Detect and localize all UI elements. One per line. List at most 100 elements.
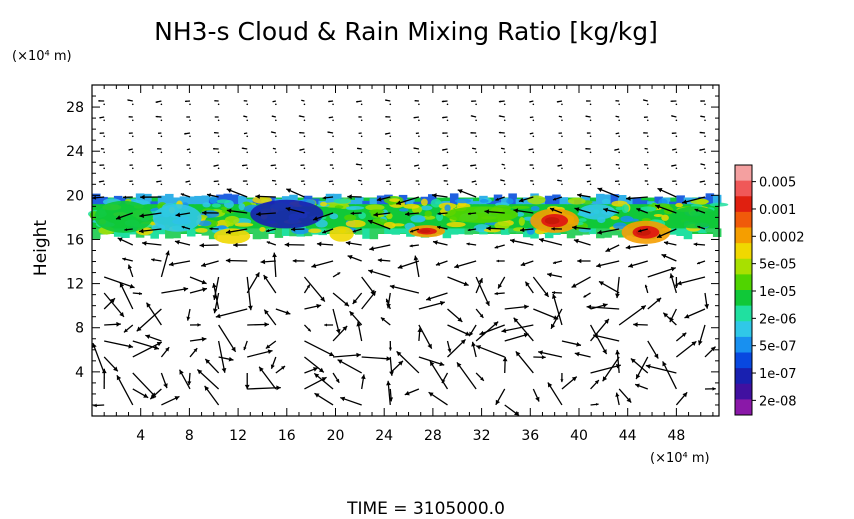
wind-vector-head [469, 331, 474, 337]
wind-vector-head [672, 180, 674, 182]
wind-vector-head [397, 264, 403, 269]
cloud-edge-bottom [354, 228, 364, 235]
wind-vector-head [470, 164, 473, 167]
wind-vector-head [347, 255, 353, 260]
wind-vector-head [558, 148, 560, 150]
wind-vector-head [645, 364, 651, 369]
wind-vector-head [413, 255, 419, 261]
wind-vector-head [241, 147, 244, 150]
colorbar-band [735, 321, 752, 338]
wind-vector-dot [189, 183, 191, 186]
cloud-edge-top [544, 195, 554, 205]
cloud-texture-blob [320, 201, 327, 207]
wind-vector-head [179, 369, 184, 375]
wind-vector-dot [446, 135, 449, 138]
wind-vector-dot [561, 167, 563, 170]
wind-vector-dot [217, 151, 220, 154]
colorbar-label: 1e-07 [759, 367, 797, 382]
wind-vector-head [699, 180, 702, 183]
colorbar-band [735, 352, 752, 369]
wind-vector-head [180, 193, 185, 197]
wind-vector-head [266, 228, 270, 233]
wind-vector-dot [418, 183, 420, 186]
x-tick-label: 44 [619, 428, 637, 444]
wind-vector-head [413, 147, 416, 150]
wind-vector-head [510, 238, 515, 244]
wind-vector-dot [160, 151, 163, 154]
wind-vector-head [136, 326, 142, 332]
wind-vector [119, 282, 134, 310]
wind-vector [592, 334, 620, 342]
wind-vector-head [143, 393, 149, 398]
wind-vector-head [466, 242, 470, 246]
wind-vector-head [547, 382, 553, 388]
colorbar-label: 5e-05 [759, 258, 797, 273]
wind-vector-head [349, 311, 355, 317]
cloud-edge-top [92, 193, 101, 205]
wind-vector-head [337, 359, 343, 364]
wind-vector-head [376, 197, 382, 202]
wind-vector-head [389, 371, 394, 376]
wind-vector-dot [675, 167, 678, 170]
wind-vector-dot [103, 151, 105, 154]
wind-vector-head [699, 131, 702, 134]
wind-vector-dot [332, 119, 334, 122]
wind-vector-dot [246, 103, 249, 106]
wind-vector-head [352, 229, 356, 233]
cloud-edge-top [201, 195, 211, 205]
wind-vector-head [520, 261, 526, 267]
wind-vector-dot [618, 103, 620, 106]
wind-vector-head [677, 280, 682, 286]
cloud-texture-blob [675, 202, 683, 208]
wind-vector-dot [360, 151, 363, 154]
cloud-edge-bottom [172, 228, 181, 239]
wind-vector-head [329, 164, 331, 166]
wind-vector-head [165, 250, 170, 256]
cloud-edge-bottom [683, 228, 693, 240]
wind-vector-dot [189, 135, 191, 138]
wind-vector-head [644, 180, 646, 182]
wind-vector [418, 324, 433, 350]
cloud-edge-top [449, 193, 459, 205]
cloud-edge-bottom [186, 228, 196, 237]
wind-vector-head [456, 362, 462, 368]
wind-vector-head [154, 345, 159, 350]
cloud-edge-bottom [274, 228, 284, 238]
cloud-texture-blob [620, 215, 634, 223]
wind-vector-head [272, 101, 274, 103]
wind-vector [547, 382, 563, 406]
wind-vector-dot [589, 135, 592, 138]
wind-vector-head [345, 240, 351, 246]
wind-vector-head [337, 272, 341, 276]
wind-vector-head [498, 131, 501, 134]
wind-vector-head [671, 164, 673, 167]
wind-vector-dot [189, 151, 191, 154]
wind-vector-head [470, 115, 473, 118]
wind-vector-head [494, 291, 498, 296]
cloud-edge-top [362, 200, 371, 205]
wind-vector-head [638, 229, 642, 233]
wind-vector-head [209, 227, 213, 231]
wind-vector-head [576, 342, 581, 347]
y-tick-label: 28 [66, 100, 84, 116]
wind-vector-head [146, 302, 151, 308]
wind-vector-head [470, 131, 473, 134]
x-tick-label: 36 [521, 428, 539, 444]
wind-vector-head [476, 345, 482, 350]
cloud-edge-bottom [318, 228, 327, 236]
colorbar-band [735, 258, 752, 275]
cloud-edge-top [654, 196, 663, 205]
wind-vector-head [479, 330, 485, 336]
wind-vector-head [604, 318, 609, 324]
wind-vector-head [558, 115, 560, 117]
wind-vector-dot [160, 167, 163, 170]
wind-vector-head [358, 179, 360, 182]
wind-vector [92, 342, 105, 374]
wind-vector-head [243, 346, 247, 351]
cloud-edge-top [610, 194, 620, 205]
wind-vector-head [291, 227, 296, 232]
cloud-texture-blob [661, 214, 669, 221]
wind-vector-head [630, 358, 636, 364]
cloud-edge-top [428, 194, 437, 205]
